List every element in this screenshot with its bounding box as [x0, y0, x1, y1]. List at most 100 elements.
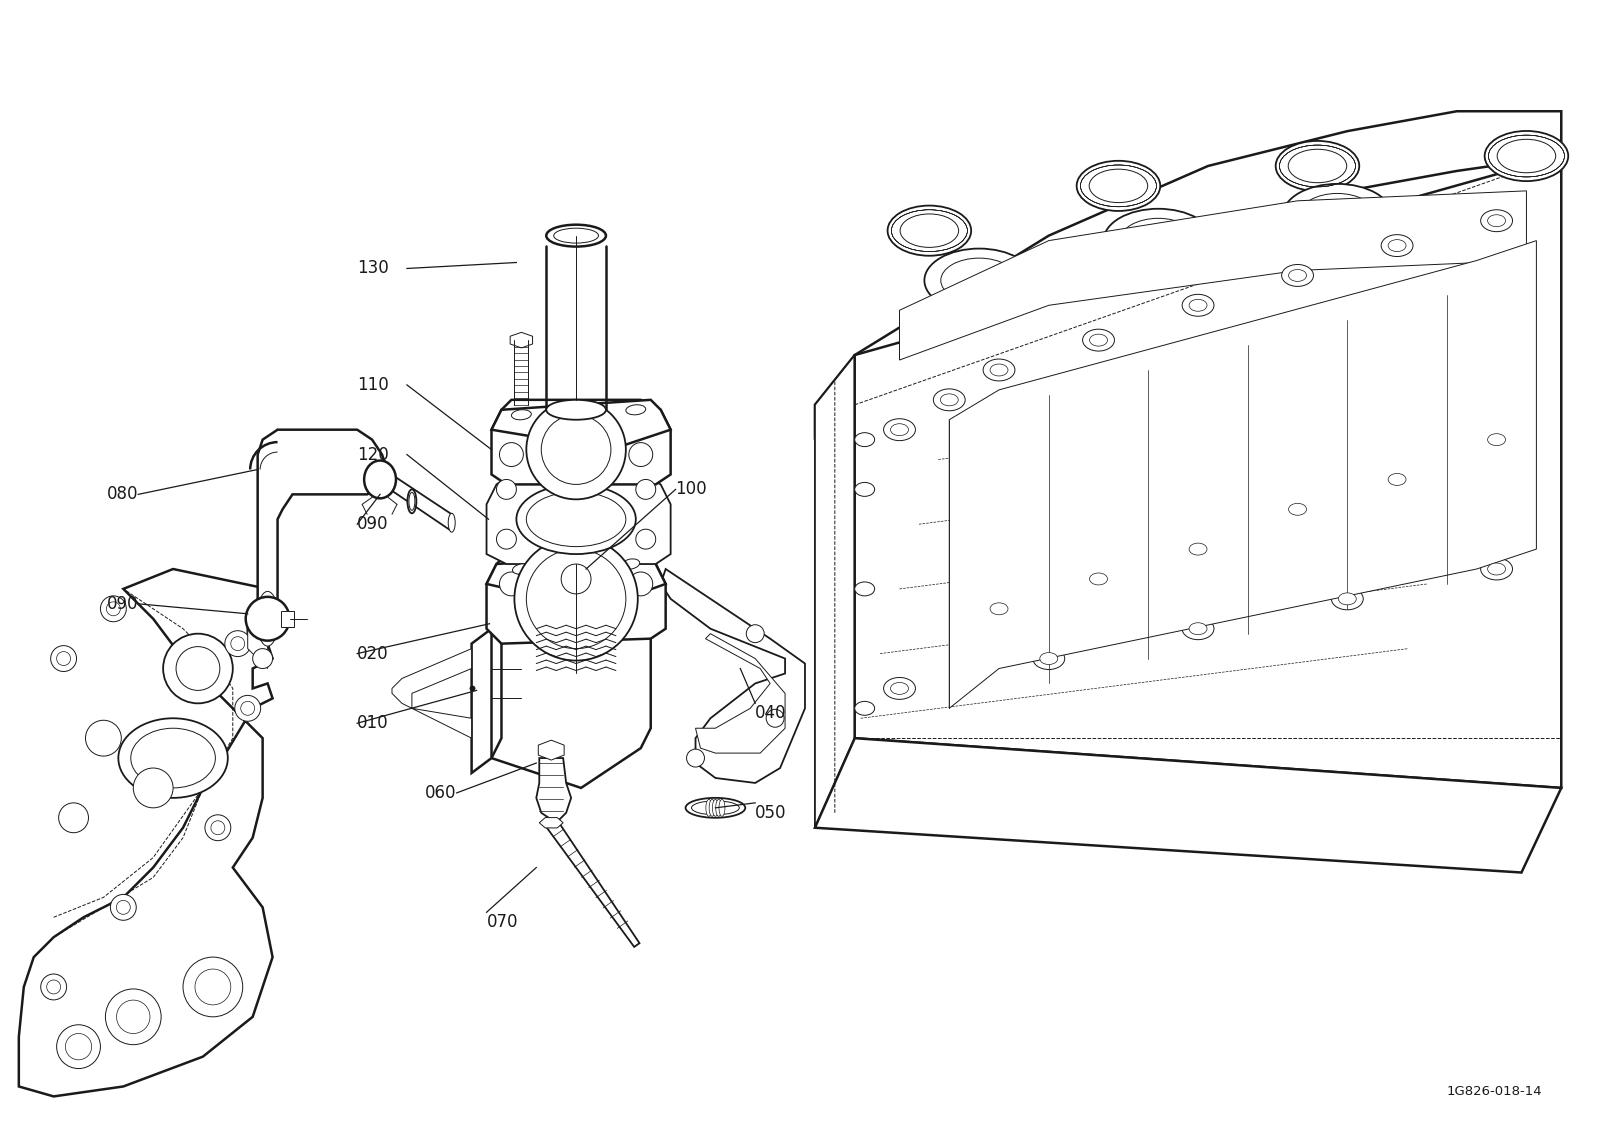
Ellipse shape	[984, 444, 1114, 534]
Polygon shape	[258, 429, 387, 618]
Circle shape	[526, 400, 626, 499]
Ellipse shape	[854, 702, 875, 715]
Ellipse shape	[1485, 131, 1568, 181]
Ellipse shape	[546, 224, 606, 246]
Circle shape	[522, 544, 630, 654]
Ellipse shape	[410, 492, 414, 510]
Circle shape	[496, 480, 517, 499]
Ellipse shape	[1382, 326, 1512, 415]
Circle shape	[106, 989, 162, 1044]
Ellipse shape	[982, 359, 1014, 380]
Ellipse shape	[131, 728, 216, 788]
Ellipse shape	[365, 460, 395, 499]
Circle shape	[629, 443, 653, 467]
Circle shape	[66, 1033, 91, 1059]
Ellipse shape	[715, 800, 722, 817]
Ellipse shape	[1488, 215, 1506, 227]
Ellipse shape	[685, 798, 746, 818]
Ellipse shape	[517, 484, 635, 554]
Ellipse shape	[706, 800, 712, 817]
Polygon shape	[387, 472, 451, 531]
Circle shape	[499, 572, 523, 596]
Text: 080: 080	[107, 485, 138, 503]
Ellipse shape	[1397, 335, 1496, 404]
Ellipse shape	[982, 598, 1014, 620]
Ellipse shape	[1182, 294, 1214, 317]
Polygon shape	[814, 355, 854, 828]
Circle shape	[541, 564, 611, 633]
Polygon shape	[486, 475, 670, 564]
Ellipse shape	[990, 603, 1008, 615]
Circle shape	[253, 648, 272, 669]
Polygon shape	[392, 648, 472, 738]
Ellipse shape	[1189, 623, 1206, 634]
Polygon shape	[899, 191, 1526, 360]
Polygon shape	[539, 818, 563, 828]
Ellipse shape	[526, 492, 626, 547]
Ellipse shape	[691, 801, 739, 814]
Circle shape	[514, 538, 638, 661]
Polygon shape	[491, 589, 651, 788]
Circle shape	[59, 803, 88, 833]
Ellipse shape	[1480, 210, 1512, 231]
Ellipse shape	[1283, 183, 1392, 247]
Text: 100: 100	[675, 481, 707, 499]
Circle shape	[253, 599, 272, 618]
Ellipse shape	[854, 582, 875, 596]
Polygon shape	[949, 240, 1536, 708]
Circle shape	[629, 572, 653, 596]
Polygon shape	[814, 112, 1562, 440]
Ellipse shape	[1198, 395, 1298, 465]
Polygon shape	[19, 570, 272, 1097]
Ellipse shape	[1299, 194, 1376, 238]
Circle shape	[46, 980, 61, 994]
Text: 070: 070	[486, 913, 518, 932]
Circle shape	[226, 631, 251, 656]
Ellipse shape	[118, 719, 227, 798]
Ellipse shape	[1120, 219, 1197, 263]
Ellipse shape	[1104, 208, 1213, 272]
Ellipse shape	[1331, 588, 1363, 609]
Ellipse shape	[1381, 235, 1413, 256]
Circle shape	[133, 768, 173, 808]
Ellipse shape	[941, 259, 1018, 303]
Ellipse shape	[1282, 499, 1314, 521]
Ellipse shape	[1282, 264, 1314, 286]
Polygon shape	[854, 156, 1562, 788]
Ellipse shape	[1488, 563, 1506, 575]
Ellipse shape	[1034, 648, 1064, 670]
Circle shape	[230, 637, 245, 650]
Ellipse shape	[1275, 141, 1360, 191]
Circle shape	[240, 702, 254, 715]
Circle shape	[635, 530, 656, 549]
Polygon shape	[536, 759, 571, 822]
Circle shape	[163, 633, 232, 704]
Ellipse shape	[1381, 468, 1413, 491]
Ellipse shape	[891, 682, 909, 695]
Ellipse shape	[941, 394, 958, 405]
Ellipse shape	[256, 591, 278, 646]
Polygon shape	[491, 400, 670, 450]
Ellipse shape	[901, 214, 958, 247]
Circle shape	[101, 596, 126, 622]
Circle shape	[496, 530, 517, 549]
Ellipse shape	[1488, 434, 1506, 445]
Circle shape	[106, 601, 120, 616]
Ellipse shape	[933, 388, 965, 411]
Ellipse shape	[925, 248, 1034, 312]
Ellipse shape	[1090, 334, 1107, 346]
Circle shape	[85, 720, 122, 756]
Polygon shape	[814, 738, 1562, 872]
Circle shape	[56, 1025, 101, 1068]
Text: 060: 060	[426, 784, 456, 802]
Circle shape	[746, 624, 765, 642]
Ellipse shape	[626, 404, 646, 415]
Circle shape	[117, 900, 130, 915]
Text: 020: 020	[357, 645, 389, 663]
Polygon shape	[491, 609, 651, 639]
Ellipse shape	[1288, 149, 1347, 182]
Ellipse shape	[888, 205, 971, 256]
Ellipse shape	[718, 800, 725, 817]
Ellipse shape	[1389, 474, 1406, 485]
Circle shape	[499, 443, 523, 467]
